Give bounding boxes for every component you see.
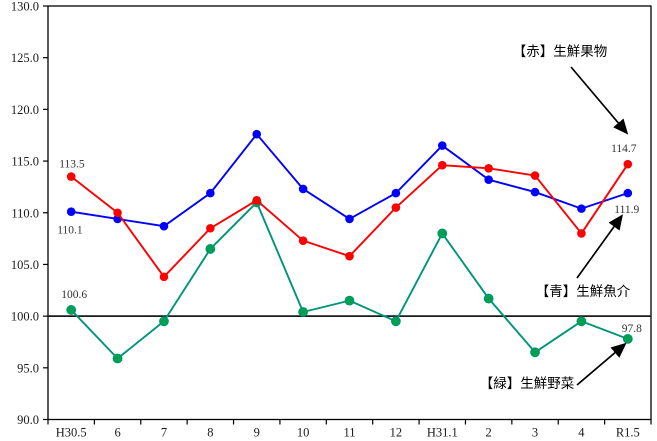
x-axis-category-label: 2: [486, 426, 492, 440]
series-point-緑: [66, 305, 77, 315]
series-annotation-vegetable: 【緑】生鮮野菜: [480, 376, 575, 392]
series-point-緑: [576, 316, 587, 327]
series-point-緑: [437, 228, 448, 239]
x-axis-category-label: 6: [114, 426, 120, 440]
series-point-青: [345, 214, 354, 224]
series-point-赤: [391, 203, 401, 212]
x-axis-category-label: 12: [390, 426, 403, 440]
y-axis-tick-label: 115.0: [11, 155, 39, 169]
y-axis-tick-label: 105.0: [11, 258, 39, 272]
plot-frame: [47, 5, 652, 421]
y-axis-tick-label: 100.0: [11, 310, 39, 324]
series-point-緑: [530, 347, 540, 358]
x-axis-category-label: 7: [161, 426, 167, 440]
series-point-青: [437, 141, 447, 150]
series-point-赤: [577, 229, 586, 238]
series-point-青: [252, 129, 262, 139]
point-value-label: 114.7: [611, 143, 637, 155]
y-axis-tick-label: 110.0: [11, 206, 39, 220]
point-value-label: 111.9: [614, 204, 639, 216]
series-point-青: [206, 188, 215, 198]
series-point-青: [623, 188, 633, 198]
x-axis-category-label: 4: [578, 426, 585, 440]
point-value-label: 110.1: [57, 225, 83, 237]
series-point-赤: [484, 163, 493, 173]
series-point-緑: [112, 353, 123, 364]
x-axis-category-label: 10: [297, 426, 310, 440]
series-point-青: [159, 221, 169, 231]
point-value-label: 100.6: [61, 289, 87, 301]
series-point-赤: [298, 236, 308, 245]
series-point-赤: [437, 160, 447, 170]
series-point-青: [577, 204, 586, 213]
series-point-赤: [113, 208, 122, 218]
series-point-赤: [623, 159, 633, 169]
series-point-緑: [159, 316, 169, 327]
x-axis-category-label: 11: [343, 426, 355, 440]
point-value-label: 113.5: [59, 159, 85, 171]
annotation-arrow-seafood: [576, 214, 623, 279]
x-axis-category-label: R1.5: [616, 426, 640, 440]
series-point-緑: [622, 333, 633, 344]
series-point-青: [530, 187, 540, 197]
y-axis-tick-label: 130.0: [11, 0, 39, 14]
series-line-緑: [70, 201, 629, 360]
y-axis-tick-label: 90.0: [17, 413, 39, 427]
series-point-青: [391, 188, 401, 198]
annotation-arrow-fruit: [570, 66, 629, 135]
series-point-赤: [206, 223, 215, 233]
y-axis-tick-label: 125.0: [11, 51, 39, 65]
series-point-緑: [483, 293, 494, 304]
y-axis-tick-label: 120.0: [11, 103, 39, 117]
series-point-青: [298, 184, 308, 194]
series-point-赤: [252, 196, 262, 205]
point-value-label: 97.8: [622, 323, 642, 335]
y-axis-tick-label: 95.0: [17, 361, 39, 375]
series-annotation-fruit: 【赤】生鮮果物: [513, 44, 608, 60]
annotation-arrow-vegetable: [576, 342, 627, 386]
series-annotation-seafood: 【青】生鮮魚介: [536, 284, 631, 300]
series-point-青: [66, 207, 76, 217]
x-axis-category-label: 8: [207, 426, 213, 440]
series-point-赤: [530, 171, 540, 180]
x-axis-category-label: 3: [532, 426, 538, 440]
series-point-青: [484, 175, 493, 184]
x-axis-category-label: H31.1: [427, 426, 458, 440]
x-axis-category-label: 9: [254, 426, 260, 440]
series-point-緑: [205, 244, 216, 254]
series-point-赤: [66, 172, 76, 181]
series-point-緑: [344, 295, 355, 306]
series-line-青: [71, 133, 629, 228]
series-point-赤: [159, 272, 169, 282]
series-point-赤: [345, 251, 354, 261]
series-point-緑: [390, 316, 401, 327]
series-point-緑: [298, 307, 309, 317]
x-axis-category-label: H30.5: [56, 426, 87, 440]
